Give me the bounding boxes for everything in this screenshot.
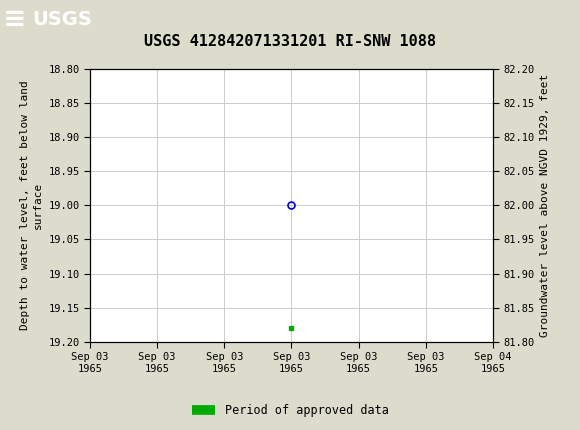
Text: ≡: ≡ [3,5,26,34]
Text: USGS 412842071331201 RI-SNW 1088: USGS 412842071331201 RI-SNW 1088 [144,34,436,49]
Text: USGS: USGS [32,10,92,29]
Legend: Period of approved data: Period of approved data [187,399,393,422]
Y-axis label: Depth to water level, feet below land
surface: Depth to water level, feet below land su… [20,80,43,330]
Y-axis label: Groundwater level above NGVD 1929, feet: Groundwater level above NGVD 1929, feet [540,74,550,337]
